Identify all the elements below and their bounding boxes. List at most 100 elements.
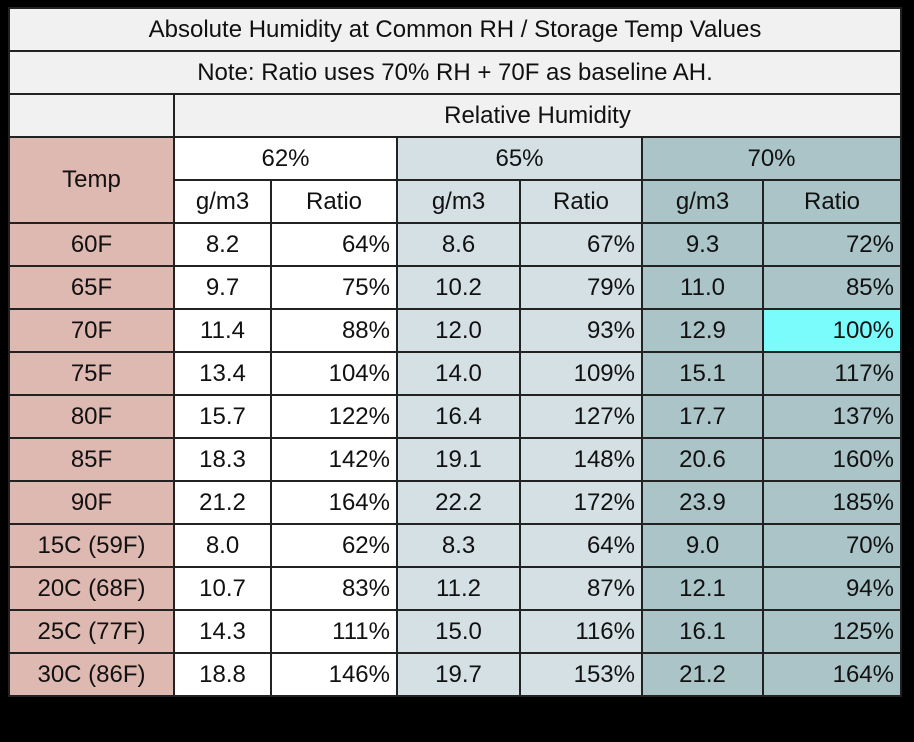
gm3-cell: 12.0 xyxy=(396,308,521,353)
gm3-cell: 16.4 xyxy=(396,394,521,439)
gm3-cell: 9.0 xyxy=(641,523,764,568)
table-row: 90F 21.2 164% 22.2 172% 23.9 185% xyxy=(8,480,902,525)
gm3-cell: 12.1 xyxy=(641,566,764,611)
ratio-cell: 83% xyxy=(270,566,398,611)
ratio-cell: 67% xyxy=(519,222,643,267)
ratio-cell: 142% xyxy=(270,437,398,482)
gm3-cell: 14.3 xyxy=(173,609,272,654)
ratio-cell: 137% xyxy=(762,394,902,439)
ratio-cell: 64% xyxy=(270,222,398,267)
gm3-cell: 8.3 xyxy=(396,523,521,568)
table-row: 30C (86F) 18.8 146% 19.7 153% 21.2 164% xyxy=(8,652,902,697)
ratio-cell: 116% xyxy=(519,609,643,654)
table-row: 70F 11.4 88% 12.0 93% 12.9 100% xyxy=(8,308,902,353)
gm3-cell: 9.3 xyxy=(641,222,764,267)
temp-cell: 80F xyxy=(8,394,175,439)
ratio-cell: 111% xyxy=(270,609,398,654)
ratio-cell: 88% xyxy=(270,308,398,353)
ratio-cell: 148% xyxy=(519,437,643,482)
ratio-cell: 109% xyxy=(519,351,643,396)
temp-cell: 25C (77F) xyxy=(8,609,175,654)
ratio-cell: 125% xyxy=(762,609,902,654)
gm3-cell: 22.2 xyxy=(396,480,521,525)
table-row: 15C (59F) 8.0 62% 8.3 64% 9.0 70% xyxy=(8,523,902,568)
gm3-cell: 16.1 xyxy=(641,609,764,654)
gm3-cell: 19.7 xyxy=(396,652,521,697)
gm3-cell: 18.3 xyxy=(173,437,272,482)
ratio-cell: 100% xyxy=(762,308,902,353)
gm3-cell: 12.9 xyxy=(641,308,764,353)
ratio-cell: 70% xyxy=(762,523,902,568)
temp-cell: 30C (86F) xyxy=(8,652,175,697)
ratio-cell: 72% xyxy=(762,222,902,267)
ratio-cell: 94% xyxy=(762,566,902,611)
subheader-ratio: Ratio xyxy=(762,179,902,224)
gm3-cell: 8.0 xyxy=(173,523,272,568)
gm3-cell: 15.0 xyxy=(396,609,521,654)
gm3-cell: 10.7 xyxy=(173,566,272,611)
table-row: 25C (77F) 14.3 111% 15.0 116% 16.1 125% xyxy=(8,609,902,654)
table-row: 60F 8.2 64% 8.6 67% 9.3 72% xyxy=(8,222,902,267)
group-header-70: 70% xyxy=(641,136,902,181)
ratio-cell: 75% xyxy=(270,265,398,310)
subheader-ratio: Ratio xyxy=(519,179,643,224)
temp-cell: 60F xyxy=(8,222,175,267)
gm3-cell: 15.1 xyxy=(641,351,764,396)
ratio-cell: 104% xyxy=(270,351,398,396)
table-note: Note: Ratio uses 70% RH + 70F as baselin… xyxy=(8,50,902,95)
humidity-table: Absolute Humidity at Common RH / Storage… xyxy=(8,7,902,697)
ratio-cell: 164% xyxy=(270,480,398,525)
gm3-cell: 17.7 xyxy=(641,394,764,439)
gm3-cell: 21.2 xyxy=(641,652,764,697)
gm3-cell: 11.2 xyxy=(396,566,521,611)
ratio-cell: 164% xyxy=(762,652,902,697)
gm3-cell: 8.2 xyxy=(173,222,272,267)
ratio-cell: 127% xyxy=(519,394,643,439)
table-row: 65F 9.7 75% 10.2 79% 11.0 85% xyxy=(8,265,902,310)
ratio-cell: 64% xyxy=(519,523,643,568)
temp-cell: 85F xyxy=(8,437,175,482)
temp-cell: 75F xyxy=(8,351,175,396)
group-header-62: 62% xyxy=(173,136,398,181)
gm3-cell: 9.7 xyxy=(173,265,272,310)
gm3-cell: 8.6 xyxy=(396,222,521,267)
table-row: 20C (68F) 10.7 83% 11.2 87% 12.1 94% xyxy=(8,566,902,611)
temp-cell: 70F xyxy=(8,308,175,353)
gm3-cell: 10.2 xyxy=(396,265,521,310)
temp-cell: 15C (59F) xyxy=(8,523,175,568)
gm3-cell: 13.4 xyxy=(173,351,272,396)
table-row: 75F 13.4 104% 14.0 109% 15.1 117% xyxy=(8,351,902,396)
gm3-cell: 21.2 xyxy=(173,480,272,525)
temp-header: Temp xyxy=(8,136,175,224)
temp-cell: 20C (68F) xyxy=(8,566,175,611)
ratio-cell: 160% xyxy=(762,437,902,482)
gm3-cell: 11.0 xyxy=(641,265,764,310)
ratio-cell: 122% xyxy=(270,394,398,439)
ratio-cell: 93% xyxy=(519,308,643,353)
subheader-ratio: Ratio xyxy=(270,179,398,224)
gm3-cell: 11.4 xyxy=(173,308,272,353)
rh-header: Relative Humidity xyxy=(173,93,902,138)
group-header-65: 65% xyxy=(396,136,643,181)
gm3-cell: 18.8 xyxy=(173,652,272,697)
gm3-cell: 23.9 xyxy=(641,480,764,525)
ratio-cell: 85% xyxy=(762,265,902,310)
table-row: 85F 18.3 142% 19.1 148% 20.6 160% xyxy=(8,437,902,482)
subheader-gm3: g/m3 xyxy=(396,179,521,224)
ratio-cell: 185% xyxy=(762,480,902,525)
ratio-cell: 172% xyxy=(519,480,643,525)
ratio-cell: 79% xyxy=(519,265,643,310)
temp-cell: 90F xyxy=(8,480,175,525)
gm3-cell: 14.0 xyxy=(396,351,521,396)
table-title: Absolute Humidity at Common RH / Storage… xyxy=(8,7,902,52)
gm3-cell: 19.1 xyxy=(396,437,521,482)
gm3-cell: 15.7 xyxy=(173,394,272,439)
temp-cell: 65F xyxy=(8,265,175,310)
table-row: 80F 15.7 122% 16.4 127% 17.7 137% xyxy=(8,394,902,439)
gm3-cell: 20.6 xyxy=(641,437,764,482)
ratio-cell: 117% xyxy=(762,351,902,396)
ratio-cell: 146% xyxy=(270,652,398,697)
subheader-gm3: g/m3 xyxy=(173,179,272,224)
ratio-cell: 153% xyxy=(519,652,643,697)
ratio-cell: 62% xyxy=(270,523,398,568)
